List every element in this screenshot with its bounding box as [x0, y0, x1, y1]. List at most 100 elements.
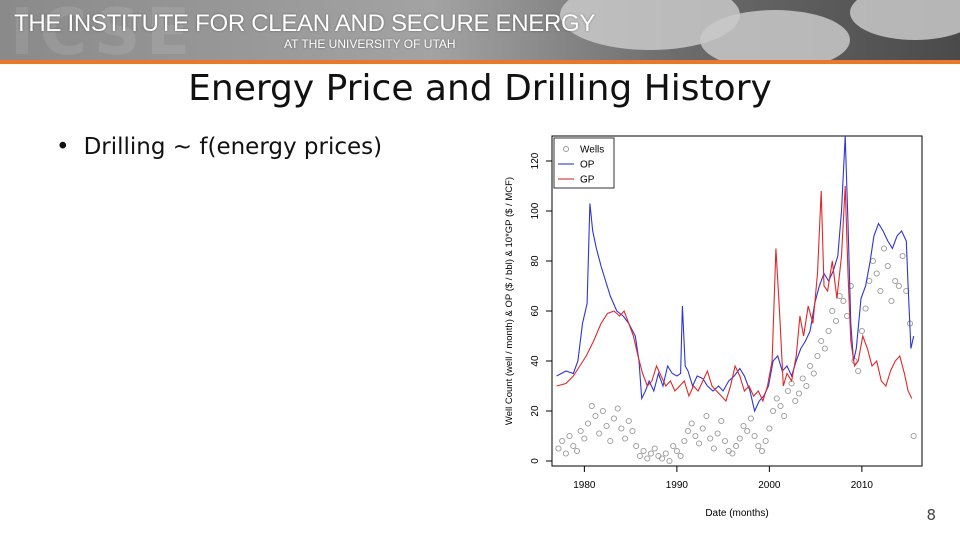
wells-point: [688, 420, 695, 427]
wells-point: [699, 425, 706, 432]
wells-point: [570, 442, 577, 450]
org-name: THE INSTITUTE FOR CLEAN AND SECURE ENERG…: [14, 10, 596, 37]
wells-point: [733, 442, 740, 450]
wells-point: [873, 270, 880, 277]
chart-svg: 1980 1990 2000 2010 0 20 40 60 80 100 120 Date (mon…: [504, 135, 923, 519]
wells-point: [744, 427, 751, 435]
wells-point: [599, 407, 606, 415]
slide-title: Energy Price and Drilling History: [188, 68, 772, 109]
wells-point: [892, 277, 899, 285]
wells-point: [736, 435, 743, 442]
legend-box: [553, 137, 615, 189]
y-tick-label: 40: [530, 355, 541, 367]
banner-texture: [850, 0, 960, 40]
series-line-op: [556, 135, 915, 413]
wells-point: [810, 370, 817, 377]
wells-point: [684, 427, 692, 435]
wells-point: [610, 415, 618, 422]
wells-point: [629, 427, 636, 435]
wells-point: [832, 317, 840, 325]
wells-point: [814, 352, 821, 360]
wells-point: [725, 447, 732, 455]
wells-point: [710, 445, 717, 452]
wells-point: [625, 417, 632, 425]
wells-point: [622, 435, 629, 442]
wells-point: [644, 455, 651, 462]
wells-point: [910, 432, 917, 440]
wells-point: [799, 375, 806, 382]
wells-point: [777, 402, 784, 410]
wells-point: [884, 262, 891, 270]
wells-point: [673, 447, 680, 455]
wells-point: [640, 447, 647, 455]
x-axis-label: Date (months): [705, 508, 768, 519]
wells-point: [825, 327, 832, 335]
wells-point: [585, 420, 592, 427]
y-tick-label: 80: [530, 255, 541, 267]
wells-point: [681, 437, 688, 445]
wells-point: [607, 437, 614, 445]
wells-point: [692, 432, 699, 440]
wells-point: [614, 405, 621, 412]
wells-point: [877, 287, 884, 295]
header-banner: ICSE THE INSTITUTE FOR CLEAN AND SECURE …: [0, 0, 960, 60]
logo-watermark: ICSE: [10, 0, 196, 60]
wells-point: [647, 450, 655, 457]
legend-label: Wells: [580, 145, 604, 156]
x-tick-label: 1990: [666, 480, 689, 491]
wells-point: [818, 337, 825, 345]
wells-point: [677, 452, 684, 460]
wells-point: [888, 297, 895, 305]
wells-point: [562, 450, 569, 457]
wells-point: [903, 287, 910, 295]
wells-point: [762, 437, 769, 445]
wells-point: [618, 425, 625, 432]
wells-point: [670, 442, 677, 450]
wells-point: [784, 387, 791, 395]
wells-point: [858, 327, 865, 335]
bullet-text: Drilling ~ f(energy prices): [83, 134, 383, 160]
plot-frame: [551, 135, 923, 467]
wells-point: [821, 345, 828, 352]
wells-point: [696, 440, 703, 447]
x-tick-label: 2000: [758, 480, 781, 491]
wells-point: [659, 455, 666, 462]
bullet-dot: •: [56, 134, 70, 160]
legend-label: GP: [580, 175, 595, 186]
wells-point: [781, 412, 788, 420]
y-tick-label: 100: [530, 202, 541, 219]
x-tick-label: 1980: [573, 480, 596, 491]
wells-point: [747, 415, 754, 422]
wells-point: [636, 452, 643, 460]
wells-point: [721, 437, 729, 445]
wells-point: [577, 427, 584, 435]
chart: 1980 1990 2000 2010 0 20 40 60 80 100 120 Date (mon…: [496, 128, 926, 528]
wells-point: [862, 305, 869, 312]
wells-point: [666, 457, 673, 465]
wells-point: [795, 390, 803, 397]
wells-point: [707, 435, 714, 442]
wells-point: [714, 430, 721, 437]
wells-point: [803, 382, 810, 390]
legend-label: OP: [580, 160, 595, 171]
y-axis-label: Well Count (well / month) & OP ($ / bbl)…: [504, 177, 515, 425]
y-tick-label: 20: [530, 405, 541, 417]
x-tick-label: 2010: [851, 480, 874, 491]
wells-point: [829, 307, 836, 315]
wells-point: [662, 450, 669, 457]
wells-point: [773, 395, 780, 402]
series-line-gp: [556, 185, 913, 403]
banner-texture: [700, 10, 850, 60]
wells-point: [651, 445, 658, 452]
wells-point: [866, 277, 873, 285]
wells-point: [740, 422, 747, 430]
wells-point: [758, 447, 766, 455]
wells-point: [899, 252, 906, 260]
header-accent-rule: [0, 60, 960, 64]
page-number: 8: [926, 506, 936, 524]
wells-point: [603, 422, 610, 430]
wells-point: [844, 312, 851, 320]
wells-point: [559, 437, 566, 445]
wells-point: [633, 442, 640, 450]
legend-marker: [562, 145, 570, 153]
